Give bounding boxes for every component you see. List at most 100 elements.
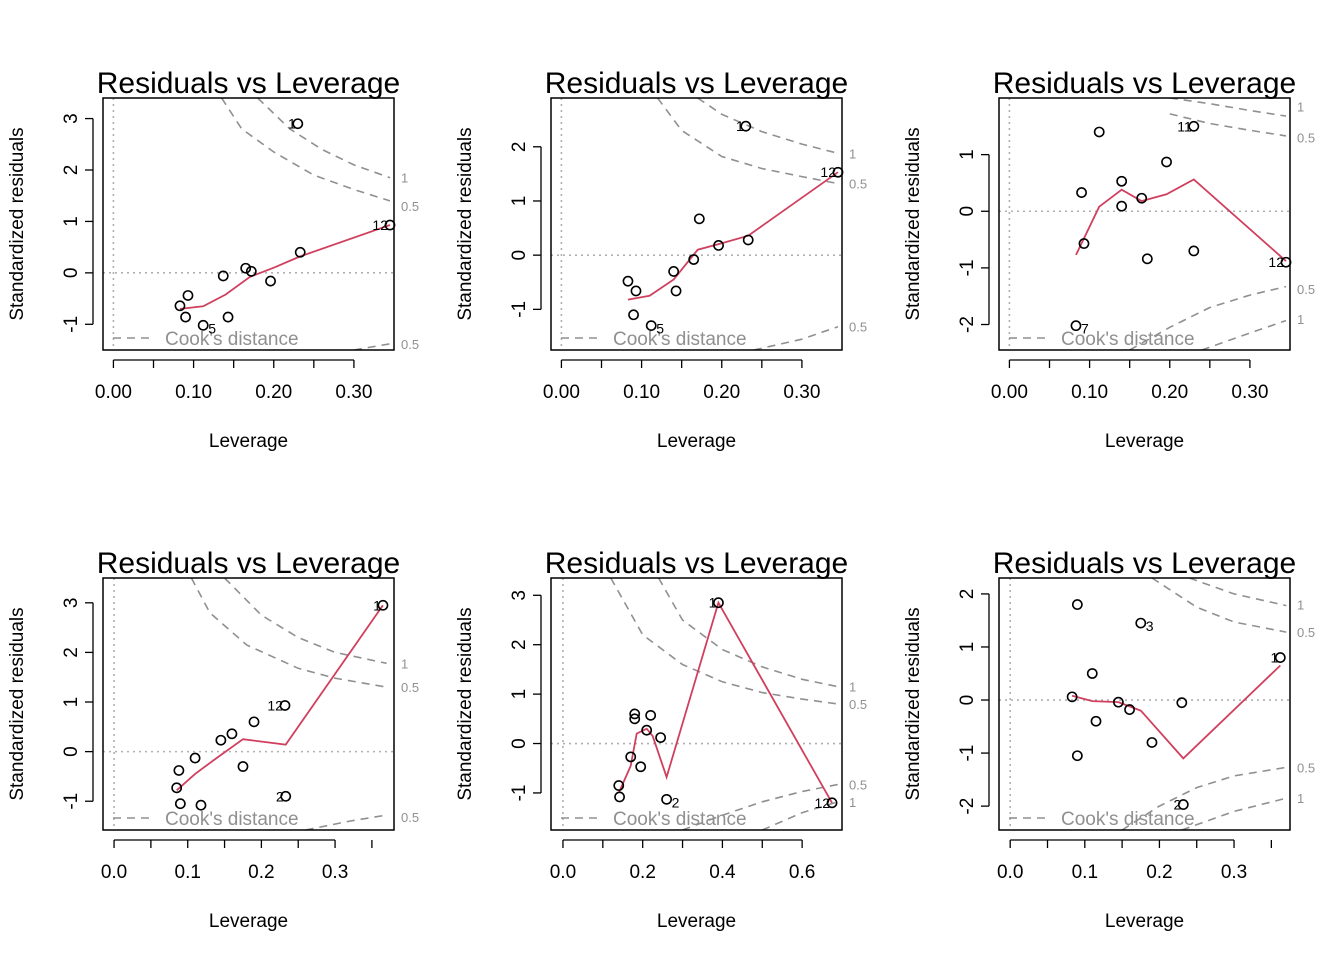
data-point bbox=[625, 751, 637, 763]
data-point bbox=[655, 732, 667, 743]
data-point bbox=[189, 752, 201, 764]
chart-title: Residuals vs Leverage bbox=[545, 547, 849, 580]
x-tick-label: 0.10 bbox=[623, 382, 660, 403]
data-point bbox=[1135, 617, 1147, 629]
cook-distance-curve-1 bbox=[257, 98, 391, 179]
cook-distance-curve-3 bbox=[305, 814, 387, 830]
data-point bbox=[628, 309, 639, 321]
plot-frame bbox=[550, 577, 843, 831]
plot-area bbox=[551, 578, 842, 830]
data-point bbox=[645, 320, 657, 332]
data-point bbox=[661, 793, 673, 805]
cook-level-label: 1 bbox=[1297, 99, 1304, 114]
data-point bbox=[614, 791, 625, 803]
cook-distance-curve-2 bbox=[190, 578, 387, 688]
point-label: 1 bbox=[1271, 650, 1279, 666]
point-label: 2 bbox=[276, 788, 284, 804]
cook-level-label: 0.5 bbox=[1297, 282, 1315, 297]
data-point bbox=[222, 311, 234, 323]
point-label: 3 bbox=[1146, 618, 1154, 634]
data-point bbox=[630, 285, 642, 297]
plot-area bbox=[103, 98, 394, 350]
data-point bbox=[237, 761, 249, 772]
y-tick-label: 0 bbox=[957, 695, 978, 706]
chart-title: Residuals vs Leverage bbox=[97, 67, 401, 100]
point-label: 2 bbox=[1174, 797, 1182, 813]
data-point bbox=[1116, 175, 1128, 187]
cook-distance-curve-3 bbox=[1121, 766, 1287, 830]
data-point bbox=[180, 311, 191, 323]
point-label: 12 bbox=[372, 217, 388, 233]
cook-level-label: 0.5 bbox=[849, 177, 867, 192]
point-label: 12 bbox=[820, 164, 836, 180]
data-point bbox=[1146, 737, 1158, 748]
y-axis-title: Standardized residuals bbox=[455, 607, 476, 800]
point-label: 5 bbox=[656, 321, 664, 337]
point-label: 12 bbox=[814, 795, 830, 811]
x-tick-label: 0.1 bbox=[175, 862, 201, 883]
point-label: 12 bbox=[267, 697, 283, 713]
data-point bbox=[670, 285, 682, 297]
x-axis-title: Leverage bbox=[657, 911, 736, 932]
point-label: 1 bbox=[736, 118, 744, 134]
x-axis-title: Leverage bbox=[209, 431, 288, 452]
y-tick-label: 3 bbox=[61, 113, 82, 124]
data-point bbox=[279, 700, 291, 711]
plot-area bbox=[103, 578, 394, 830]
data-point bbox=[613, 780, 625, 791]
data-point bbox=[629, 708, 641, 720]
data-point bbox=[1124, 704, 1135, 715]
y-tick-label: 1 bbox=[61, 697, 82, 708]
data-point bbox=[195, 799, 207, 811]
y-axis-title: Standardized residuals bbox=[903, 607, 924, 800]
data-point bbox=[1066, 691, 1078, 703]
data-point bbox=[226, 728, 238, 740]
plot-frame bbox=[998, 97, 1291, 351]
data-point bbox=[1161, 156, 1172, 168]
y-tick-label: -1 bbox=[509, 784, 530, 801]
plot-area bbox=[999, 98, 1290, 350]
data-point bbox=[1136, 192, 1148, 204]
data-point bbox=[1274, 652, 1286, 663]
cook-distance-curve-2 bbox=[220, 98, 391, 202]
data-point bbox=[1188, 245, 1200, 257]
y-tick-label: -1 bbox=[509, 301, 530, 318]
cook-level-label: 1 bbox=[1297, 791, 1304, 806]
y-axis-title: Standardized residuals bbox=[7, 127, 28, 320]
data-point bbox=[171, 782, 183, 794]
data-point bbox=[215, 734, 227, 746]
plot-frame bbox=[550, 97, 843, 351]
point-label: 11 bbox=[1177, 118, 1192, 134]
x-tick-label: 0.4 bbox=[709, 862, 736, 883]
cook-legend-label: Cook's distance bbox=[165, 809, 299, 830]
data-point bbox=[740, 120, 752, 132]
cook-level-label: 1 bbox=[849, 146, 856, 161]
cook-distance-curve-1 bbox=[657, 578, 839, 688]
smooth-line bbox=[617, 600, 833, 804]
data-point bbox=[1177, 799, 1189, 810]
cook-level-label: 1 bbox=[1297, 312, 1304, 327]
data-point bbox=[173, 765, 185, 776]
cook-legend-label: Cook's distance bbox=[613, 329, 747, 350]
cook-distance-curve-2 bbox=[1169, 113, 1287, 137]
y-tick-label: 1 bbox=[957, 149, 978, 160]
data-point bbox=[1141, 253, 1153, 265]
y-tick-label: -1 bbox=[61, 316, 82, 333]
x-tick-label: 0.3 bbox=[1221, 862, 1247, 883]
cook-level-label: 1 bbox=[401, 656, 408, 671]
x-tick-label: 0.0 bbox=[101, 862, 127, 883]
smooth-line bbox=[176, 604, 384, 791]
cook-distance-curve-2 bbox=[610, 578, 839, 705]
x-tick-label: 0.2 bbox=[629, 862, 655, 883]
data-point bbox=[182, 290, 194, 301]
cook-legend-label: Cook's distance bbox=[613, 809, 747, 830]
y-axis-title: Standardized residuals bbox=[455, 127, 476, 320]
plot-frame bbox=[102, 97, 395, 351]
data-point bbox=[1093, 126, 1105, 138]
x-tick-label: 0.00 bbox=[95, 382, 132, 403]
x-tick-label: 0.10 bbox=[1071, 382, 1108, 403]
plot-frame bbox=[102, 577, 395, 831]
data-point bbox=[1116, 200, 1128, 212]
